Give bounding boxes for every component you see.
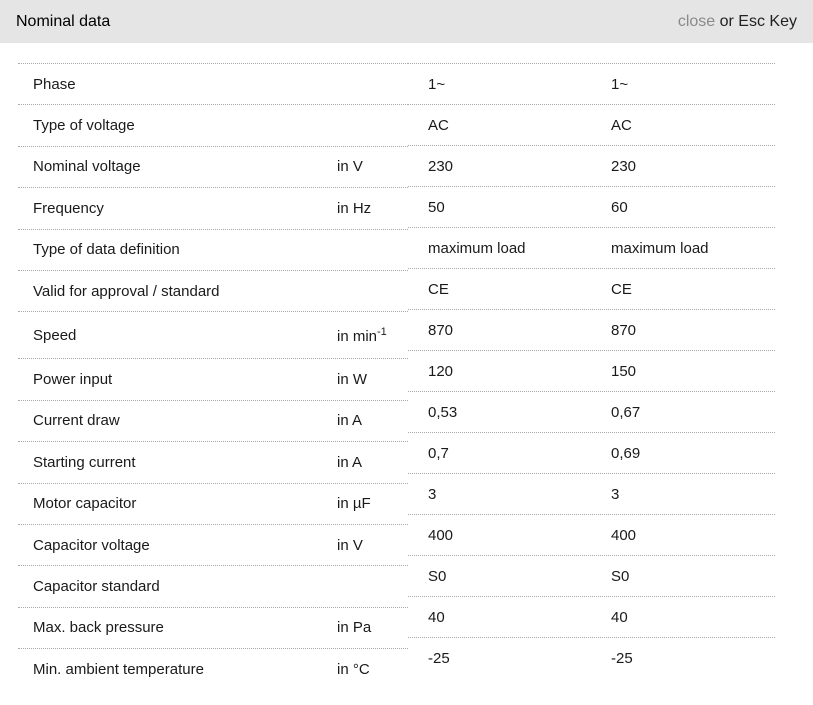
table-row-label: Current draw in A [18, 399, 408, 441]
table-row-values: -25 -25 [408, 637, 775, 678]
row-label: Type of data definition [33, 241, 180, 259]
table-row-values: 3 3 [408, 473, 775, 514]
values-column: 1~ 1~ AC AC 230 230 50 60 maximum load m… [408, 63, 775, 678]
row-unit: in Pa [337, 619, 372, 637]
table-row-label: Power input in W [18, 358, 408, 399]
row-label: Power input [33, 371, 113, 389]
table-row-values: S0 S0 [408, 555, 775, 596]
row-value-col1: 1~ [428, 75, 446, 93]
row-unit: in A [337, 453, 363, 471]
row-label: Current draw [33, 412, 120, 430]
row-value-col1: 40 [428, 608, 445, 626]
table-row-label: Frequency in Hz [18, 187, 408, 228]
table-row-values: AC AC [408, 104, 775, 145]
table-row-values: 870 870 [408, 309, 775, 350]
row-value-col2: 230 [611, 157, 637, 175]
row-value-col2: 870 [611, 321, 637, 339]
row-label: Speed [33, 326, 77, 344]
row-label: Phase [33, 75, 76, 93]
row-value-col1: -25 [428, 649, 450, 667]
table-row-label: Max. back pressure in Pa [18, 606, 408, 648]
close-link[interactable]: close [677, 12, 716, 30]
row-value-col2: 0,69 [611, 444, 641, 462]
row-value-col2: 1~ [611, 75, 629, 93]
table-row-label: Starting current in A [18, 441, 408, 482]
row-label: Capacitor voltage [33, 536, 150, 554]
row-label: Min. ambient temperature [33, 660, 204, 678]
row-value-col1: AC [428, 116, 449, 134]
row-value-col1: 400 [428, 526, 454, 544]
table-row-label: Speed in min-1 [18, 311, 408, 358]
row-value-col1: 3 [428, 485, 437, 503]
row-value-col2: 40 [611, 608, 628, 626]
table-row-label: Valid for approval / standard [18, 269, 408, 311]
table-row-label: Type of data definition [18, 228, 408, 270]
table-row-values: 120 150 [408, 350, 775, 391]
row-value-col2: S0 [611, 567, 630, 585]
row-value-col1: 0,53 [428, 403, 458, 421]
table-row-label: Nominal voltage in V [18, 145, 408, 187]
table-row-values: 230 230 [408, 145, 775, 186]
row-value-col2: CE [611, 280, 632, 298]
table-row-label: Motor capacitor in µF [18, 482, 408, 524]
row-value-col1: S0 [428, 567, 447, 585]
table-row-label: Phase [18, 63, 408, 104]
row-label: Starting current [33, 453, 136, 471]
table-row-values: 400 400 [408, 514, 775, 555]
row-value-col2: 400 [611, 526, 637, 544]
table-row-label: Type of voltage [18, 104, 408, 145]
row-unit: in °C [337, 660, 370, 678]
row-value-col1: 230 [428, 157, 454, 175]
labels-column: Phase Type of voltage Nominal voltage in… [18, 63, 408, 689]
row-unit: in V [337, 158, 363, 176]
table-row-values: maximum load maximum load [408, 227, 775, 268]
row-value-col2: maximum load [611, 239, 709, 257]
close-controls: close or Esc Key [678, 13, 797, 31]
row-label: Motor capacitor [33, 495, 137, 513]
row-value-col2: 60 [611, 198, 628, 216]
row-unit: in Hz [337, 199, 372, 217]
row-value-col1: 50 [428, 198, 445, 216]
nominal-data-table: Phase Type of voltage Nominal voltage in… [18, 63, 775, 689]
row-unit: in V [337, 536, 363, 554]
table-row-values: CE CE [408, 268, 775, 309]
row-label: Capacitor standard [33, 577, 160, 595]
table-row-values: 1~ 1~ [408, 63, 775, 104]
row-value-col1: 870 [428, 321, 454, 339]
table-row-label: Capacitor voltage in V [18, 523, 408, 565]
table-row-label: Capacitor standard [18, 565, 408, 606]
row-unit: in A [337, 412, 363, 430]
row-label: Max. back pressure [33, 619, 164, 637]
row-value-col2: AC [611, 116, 632, 134]
dialog-title: Nominal data [16, 12, 111, 30]
row-value-col2: 3 [611, 485, 620, 503]
table-row-values: 50 60 [408, 186, 775, 227]
row-value-col1: maximum load [428, 239, 526, 257]
row-unit: in W [337, 371, 367, 389]
row-value-col2: 150 [611, 362, 637, 380]
row-value-col1: 120 [428, 362, 454, 380]
row-unit: in µF [337, 495, 371, 513]
dialog-header: Nominal data close or Esc Key [0, 0, 813, 43]
row-label: Frequency [33, 199, 104, 217]
row-label: Nominal voltage [33, 158, 141, 176]
table-row-label: Min. ambient temperature in °C [18, 648, 408, 689]
table-row-values: 0,7 0,69 [408, 432, 775, 473]
row-value-col2: 0,67 [611, 403, 641, 421]
row-label: Valid for approval / standard [33, 282, 220, 300]
row-label: Type of voltage [33, 117, 135, 135]
close-esc-hint: or Esc Key [715, 12, 797, 30]
row-value-col1: CE [428, 280, 449, 298]
row-value-col1: 0,7 [428, 444, 449, 462]
row-unit: in min-1 [337, 325, 387, 345]
table-row-values: 40 40 [408, 596, 775, 637]
row-value-col2: -25 [611, 649, 633, 667]
table-row-values: 0,53 0,67 [408, 391, 775, 432]
